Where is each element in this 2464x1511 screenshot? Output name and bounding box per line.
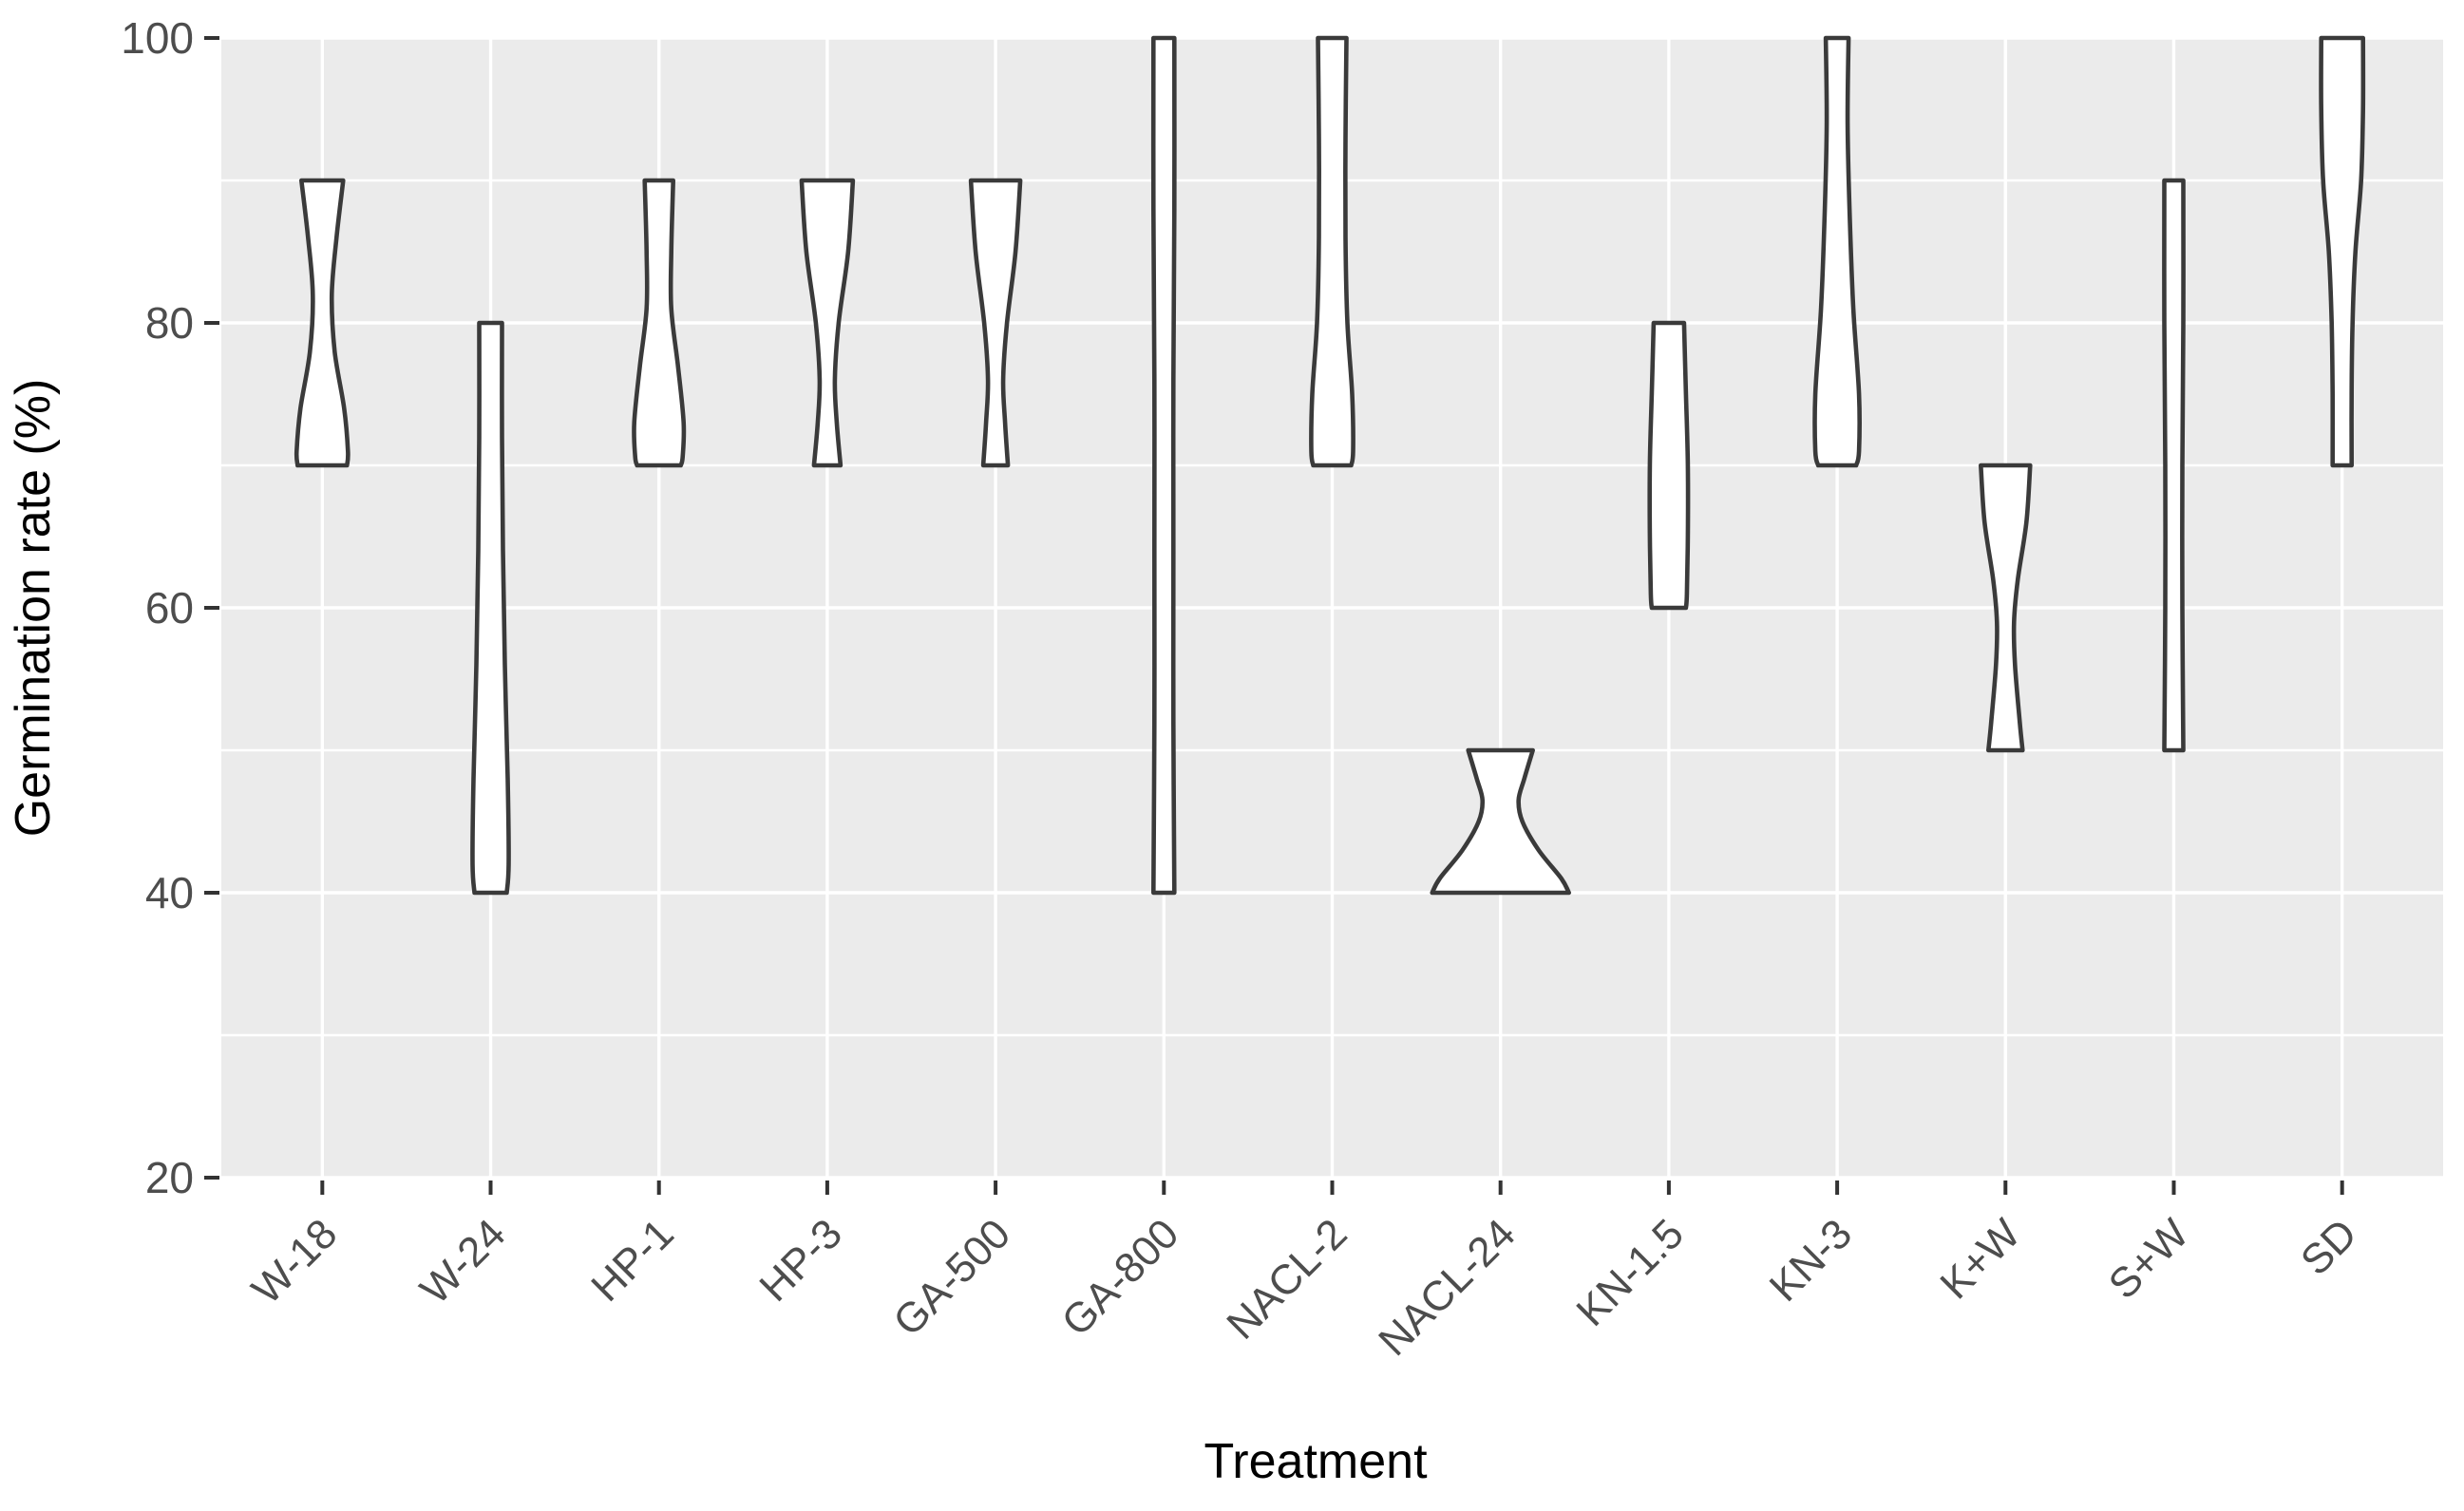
y-axis-title: Germination rate (%) (6, 379, 61, 838)
x-tick-label-K+W: K+W (1931, 1210, 2029, 1308)
y-tick-label-20: 20 (145, 1153, 194, 1202)
violin-W-24 (470, 320, 511, 896)
x-tick-label-GA-500: GA-500 (884, 1210, 1019, 1345)
x-tick-label-KN-1.5: KN-1.5 (1567, 1210, 1692, 1334)
x-tick-label-NACL-24: NACL-24 (1370, 1210, 1525, 1365)
x-tick-label-W-18: W-18 (243, 1210, 346, 1313)
violin-GA-500 (968, 178, 1023, 468)
violin-shapes (294, 35, 2366, 896)
x-tick-label-HP-3: HP-3 (750, 1210, 851, 1311)
y-tick-label-40: 40 (145, 868, 194, 917)
violin-KN-3 (1812, 35, 1862, 468)
y-tick-label-80: 80 (145, 298, 194, 348)
y-tick-label-100: 100 (121, 13, 194, 63)
x-tick-label-HP-1: HP-1 (582, 1210, 683, 1311)
violin-W-18 (294, 178, 351, 468)
x-tick-label-SD: SD (2292, 1210, 2366, 1284)
violin-SD (2319, 35, 2366, 468)
x-tick-label-GA-800: GA-800 (1052, 1210, 1187, 1345)
violin-NACL-2 (1309, 35, 1355, 468)
axis-tick-marks (204, 36, 2344, 1195)
violin-S+W (2162, 178, 2186, 753)
violin-HP-3 (799, 178, 856, 468)
x-tick-label-S+W: S+W (2100, 1210, 2198, 1308)
violin-K+W (1979, 463, 2033, 753)
x-tick-label-KN-3: KN-3 (1761, 1210, 1862, 1311)
violin-HP-1 (632, 178, 687, 468)
violin-GA-800 (1150, 35, 1177, 896)
y-axis-tick-labels: 20 40 60 80 100 (121, 13, 194, 1202)
x-tick-label-NACL-2: NACL-2 (1218, 1210, 1355, 1348)
y-tick-label-60: 60 (145, 583, 194, 633)
violin-NACL-24 (1430, 747, 1571, 896)
violin-KN-1.5 (1647, 320, 1691, 611)
x-tick-label-W-24: W-24 (411, 1210, 514, 1313)
x-axis-title: Treatment (1204, 1434, 1428, 1489)
x-axis-tick-labels: W-18 W-24 HP-1 HP-3 GA-500 GA-800 NACL-2 NACL-2… (243, 1210, 2366, 1365)
